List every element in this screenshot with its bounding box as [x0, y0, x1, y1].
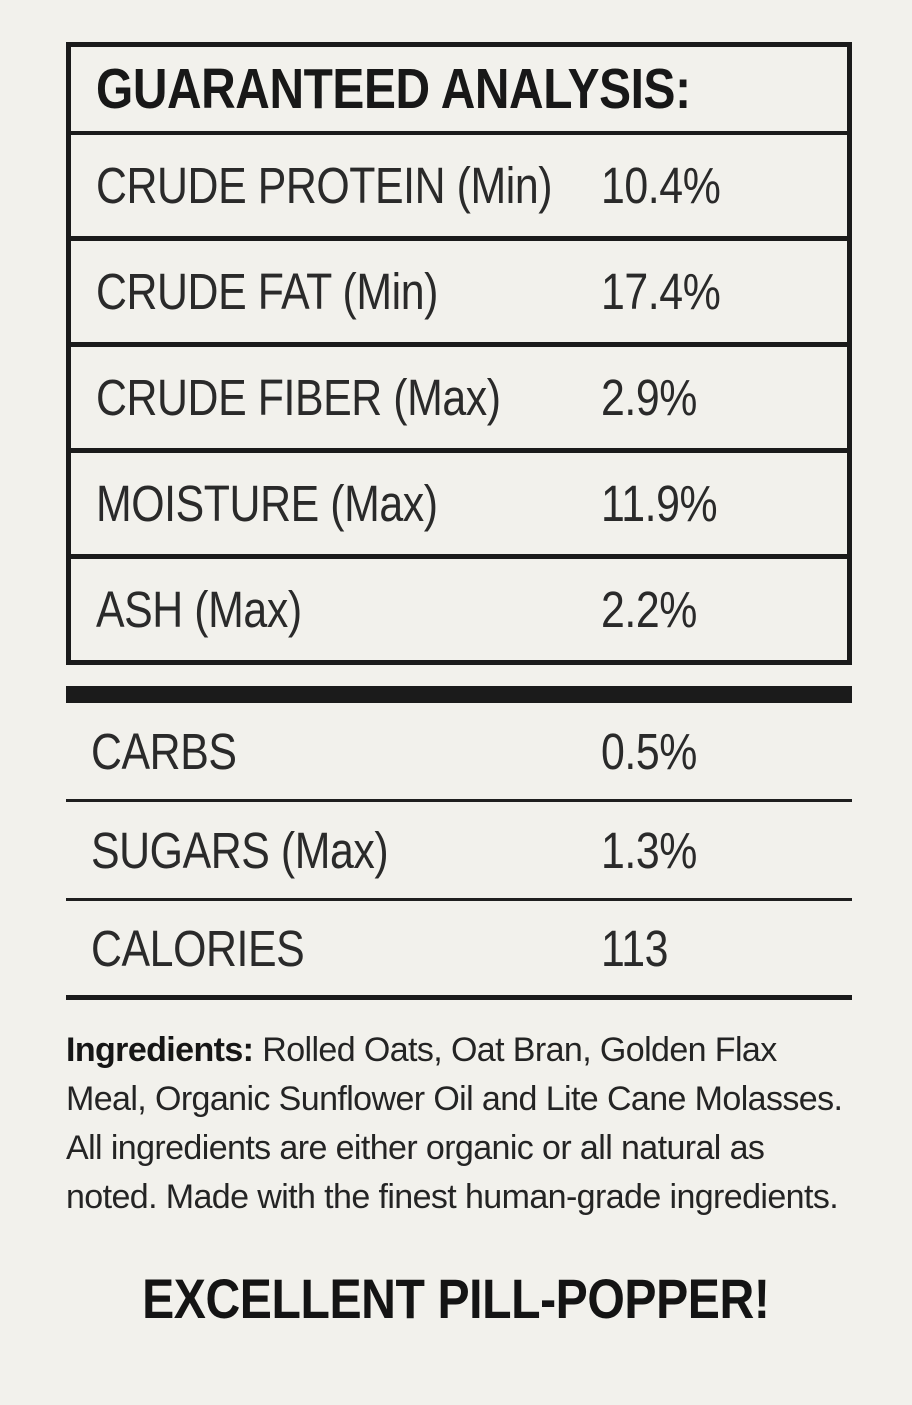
- table-row: ASH (Max) 2.2%: [71, 559, 847, 660]
- table-row: CALORIES 113: [66, 901, 852, 1000]
- nutrient-label: ASH (Max): [96, 581, 302, 638]
- table-row: CRUDE FAT (Min) 17.4%: [71, 241, 847, 347]
- nutrition-label-panel: GUARANTEED ANALYSIS: CRUDE PROTEIN (Min)…: [66, 42, 852, 1330]
- nutrient-value: 113: [601, 919, 669, 977]
- supplemental-table: CARBS 0.5% SUGARS (Max) 1.3% CALORIES 11…: [66, 703, 852, 1000]
- nutrient-value: 2.9%: [601, 369, 697, 426]
- table-row: SUGARS (Max) 1.3%: [66, 802, 852, 901]
- nutrient-label: CRUDE FIBER (Max): [96, 369, 501, 426]
- table-row: CARBS 0.5%: [66, 703, 852, 802]
- thick-divider-bar: [66, 686, 852, 703]
- ingredients-paragraph: Ingredients: Rolled Oats, Oat Bran, Gold…: [66, 1026, 852, 1222]
- footer-tagline: EXCELLENT PILL-POPPER!: [142, 1267, 770, 1330]
- table-title: GUARANTEED ANALYSIS:: [96, 57, 691, 121]
- guaranteed-analysis-table: GUARANTEED ANALYSIS: CRUDE PROTEIN (Min)…: [66, 42, 852, 665]
- ingredients-lead: Ingredients:: [66, 1031, 254, 1069]
- ingredients-text: Rolled Oats, Oat Bran, Golden Flax Meal,…: [66, 1031, 843, 1216]
- table-title-row: GUARANTEED ANALYSIS:: [71, 47, 847, 135]
- nutrient-value: 2.2%: [601, 581, 697, 638]
- nutrient-label: CALORIES: [91, 919, 305, 977]
- nutrient-value: 1.3%: [601, 821, 697, 879]
- nutrient-label: MOISTURE (Max): [96, 475, 438, 532]
- nutrient-label: CRUDE PROTEIN (Min): [96, 157, 553, 214]
- nutrient-label: CARBS: [91, 722, 237, 780]
- nutrient-value: 0.5%: [601, 722, 697, 780]
- nutrient-label: SUGARS (Max): [91, 821, 389, 879]
- nutrient-label: CRUDE FAT (Min): [96, 263, 438, 320]
- table-row: MOISTURE (Max) 11.9%: [71, 453, 847, 559]
- nutrient-value: 10.4%: [601, 157, 721, 214]
- nutrient-value: 11.9%: [601, 475, 718, 532]
- table-row: CRUDE FIBER (Max) 2.9%: [71, 347, 847, 453]
- table-row: CRUDE PROTEIN (Min) 10.4%: [71, 135, 847, 241]
- nutrient-value: 17.4%: [601, 263, 721, 320]
